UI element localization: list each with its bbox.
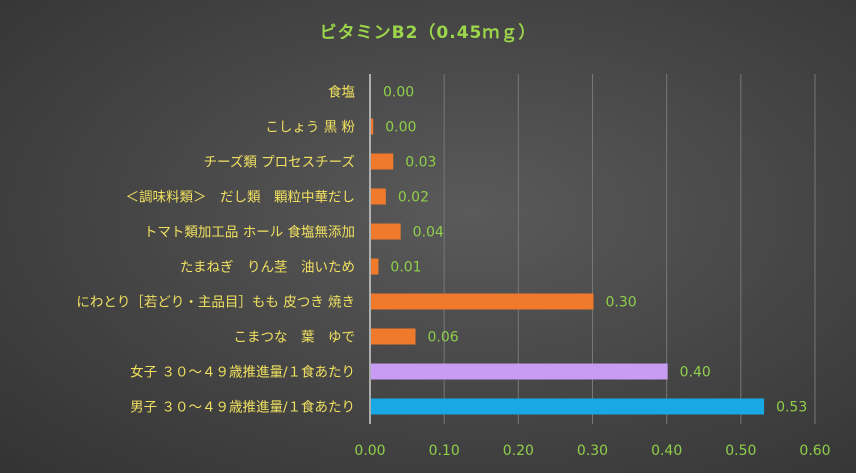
data-label: 0.00: [385, 120, 416, 136]
bar: [371, 223, 401, 240]
bar: [371, 328, 416, 345]
category-label: 女子 ３０～４９歳推進量/１食あたり: [130, 364, 355, 381]
category-label: 男子 ３０～４９歳推進量/１食あたり: [130, 399, 355, 416]
data-label: 0.53: [776, 400, 807, 416]
data-label: 0.40: [680, 365, 711, 381]
x-tick-label: 0.40: [651, 443, 682, 459]
data-label: 0.04: [413, 225, 444, 241]
category-label: 食塩: [328, 84, 355, 101]
bar: [371, 153, 394, 170]
x-tick-label: 0.10: [429, 443, 460, 459]
data-label: 0.00: [383, 85, 414, 101]
category-label: チーズ類 プロセスチーズ: [204, 155, 355, 171]
x-tick-label: 0.60: [799, 443, 830, 459]
data-label: 0.01: [390, 260, 421, 276]
bar: [371, 363, 668, 380]
bar: [371, 398, 765, 415]
bar: [371, 118, 374, 135]
data-label: 0.03: [405, 155, 436, 171]
bar: [371, 258, 379, 275]
category-label: たまねぎ りん茎 油いため: [180, 260, 355, 276]
x-tick-label: 0.00: [354, 443, 385, 459]
x-tick-label: 0.50: [725, 443, 756, 459]
bar: [371, 188, 386, 205]
bar: [371, 293, 594, 310]
data-label: 0.06: [428, 330, 459, 346]
category-label: にわとり［若どり・主品目］もも 皮つき 焼き: [76, 295, 355, 311]
data-label: 0.30: [606, 295, 637, 311]
x-tick-label: 0.20: [503, 443, 534, 459]
category-label: トマト類加工品 ホール 食塩無添加: [144, 224, 355, 241]
category-label: こまつな 葉 ゆで: [234, 330, 356, 346]
chart-title: ビタミンB2（0.45ｍｇ）: [319, 23, 537, 43]
category-label: ＜調味料類＞ だし類 顆粒中華だし: [126, 190, 356, 206]
category-label: こしょう 黒 粉: [265, 120, 355, 136]
x-tick-label: 0.30: [577, 443, 608, 459]
data-label: 0.02: [398, 190, 429, 206]
